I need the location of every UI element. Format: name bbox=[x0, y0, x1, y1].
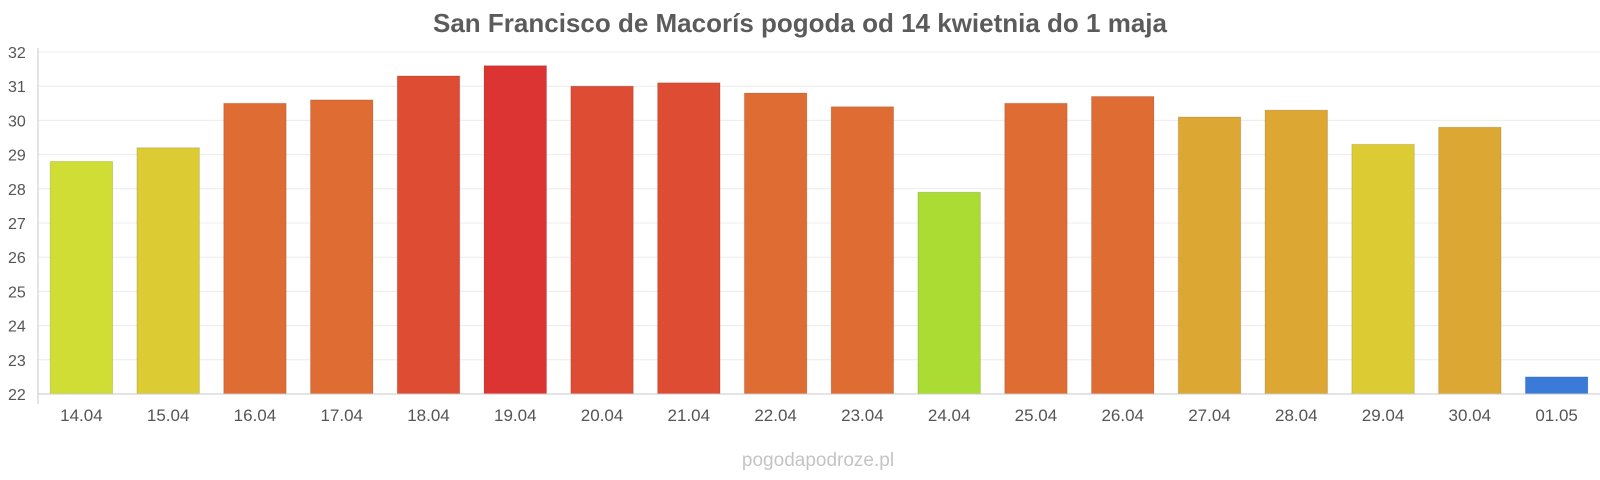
bar bbox=[1264, 109, 1329, 395]
grid-lines bbox=[38, 51, 1600, 395]
x-tick-label: 25.04 bbox=[1015, 406, 1058, 425]
bar bbox=[49, 160, 114, 395]
bar bbox=[657, 82, 721, 395]
x-tick-label: 29.04 bbox=[1362, 406, 1405, 425]
x-tick-label: 28.04 bbox=[1275, 406, 1318, 425]
x-tick-label: 18.04 bbox=[407, 406, 450, 425]
y-tick-label: 32 bbox=[8, 45, 26, 62]
bar bbox=[396, 75, 461, 395]
bar bbox=[1438, 126, 1502, 395]
x-tick-label: 27.04 bbox=[1188, 406, 1231, 425]
y-tick-label: 25 bbox=[8, 284, 26, 301]
x-tick-label: 22.04 bbox=[754, 406, 797, 425]
y-tick-label: 23 bbox=[8, 353, 26, 370]
bar bbox=[1524, 376, 1589, 395]
y-tick-label: 24 bbox=[8, 319, 26, 336]
y-axis-ticks: 22 23 24 25 26 27 28 29 30 31 32 bbox=[8, 45, 26, 404]
bars bbox=[49, 65, 1589, 395]
x-tick-label: 21.04 bbox=[668, 406, 711, 425]
y-tick-label: 26 bbox=[8, 250, 26, 267]
x-tick-label: 23.04 bbox=[841, 406, 884, 425]
bar bbox=[1090, 95, 1155, 395]
x-axis-ticks: 14.04 15.04 16.04 17.04 18.04 19.04 20.04 21.04… bbox=[60, 406, 1578, 425]
bar bbox=[1351, 143, 1415, 395]
x-tick-label: 16.04 bbox=[234, 406, 277, 425]
bar bbox=[136, 147, 200, 395]
y-tick-label: 28 bbox=[8, 182, 26, 199]
x-tick-label: 01.05 bbox=[1535, 406, 1578, 425]
bar bbox=[483, 65, 548, 395]
bar bbox=[223, 102, 287, 395]
x-tick-label: 19.04 bbox=[494, 406, 537, 425]
x-tick-label: 17.04 bbox=[320, 406, 363, 425]
x-tick-label: 24.04 bbox=[928, 406, 971, 425]
x-tick-label: 14.04 bbox=[60, 406, 103, 425]
y-tick-label: 22 bbox=[8, 387, 26, 404]
bar bbox=[309, 99, 374, 395]
bar bbox=[743, 92, 808, 395]
x-tick-label: 30.04 bbox=[1449, 406, 1492, 425]
y-tick-label: 31 bbox=[8, 79, 26, 96]
bar bbox=[1004, 102, 1068, 395]
chart-title: San Francisco de Macorís pogoda od 14 kw… bbox=[433, 8, 1168, 38]
watermark: pogodapodroze.pl bbox=[742, 450, 894, 471]
x-tick-label: 15.04 bbox=[147, 406, 190, 425]
bar bbox=[830, 106, 895, 395]
x-tick-label: 20.04 bbox=[581, 406, 624, 425]
x-tick-label: 26.04 bbox=[1101, 406, 1144, 425]
y-tick-label: 30 bbox=[8, 113, 26, 130]
bar bbox=[570, 85, 634, 395]
y-tick-label: 29 bbox=[8, 148, 26, 165]
y-tick-label: 27 bbox=[8, 216, 26, 233]
bar bbox=[917, 191, 981, 395]
bar bbox=[1177, 116, 1242, 395]
